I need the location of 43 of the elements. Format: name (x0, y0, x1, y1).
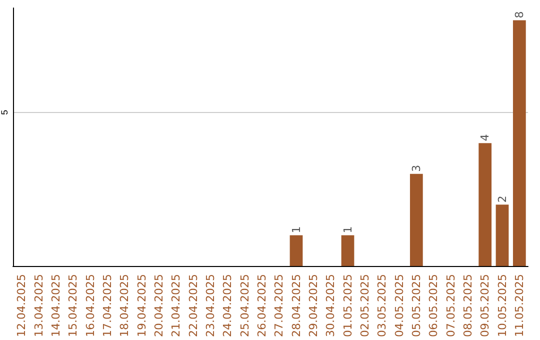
x-tick-label: 14.04.2025 (49, 274, 62, 338)
bar (478, 143, 492, 266)
x-tick-label: 13.04.2025 (32, 274, 46, 338)
x-tick-label: 05.05.2025 (410, 274, 423, 338)
x-tick-label: 19.04.2025 (135, 274, 148, 338)
data-label: 1 (290, 226, 303, 234)
data-label: 3 (410, 164, 423, 172)
x-tick-label: 29.04.2025 (306, 274, 320, 338)
x-tick-label: 02.05.2025 (358, 274, 372, 338)
bar (496, 204, 509, 266)
x-tick-label: 23.04.2025 (204, 274, 217, 338)
bar (512, 20, 526, 266)
x-tick-label: 21.04.2025 (170, 274, 183, 338)
x-tick-label: 06.05.2025 (427, 274, 440, 338)
bar (341, 235, 354, 266)
x-tick-label: 15.04.2025 (66, 274, 80, 338)
x-tick-label: 25.04.2025 (238, 274, 252, 338)
x-tick-label: 27.04.2025 (272, 274, 286, 338)
data-label: 2 (496, 196, 509, 203)
x-tick-label: 08.05.2025 (461, 274, 474, 338)
x-tick-label: 22.04.2025 (186, 274, 200, 338)
x-tick-label: 17.04.2025 (100, 274, 114, 338)
x-tick-label: 07.05.2025 (444, 274, 458, 338)
x-tick-label: 04.05.2025 (392, 274, 406, 338)
y-tick-label: 5 (0, 110, 10, 115)
x-tick-label: 30.04.2025 (324, 274, 338, 338)
bar (290, 235, 303, 266)
x-tick-label: 16.04.2025 (84, 274, 97, 338)
x-tick-label: 03.05.2025 (376, 274, 389, 338)
x-tick-label: 18.04.2025 (118, 274, 132, 338)
bar (410, 174, 423, 266)
x-tick-label: 10.05.2025 (496, 274, 509, 338)
x-tick-label: 28.04.2025 (290, 274, 303, 338)
data-label: 1 (341, 226, 354, 234)
x-tick-label: 24.04.2025 (221, 274, 234, 338)
x-tick-label: 20.04.2025 (152, 274, 166, 338)
x-tick-label: 01.05.2025 (341, 274, 354, 338)
x-tick-label: 11.05.2025 (512, 274, 526, 338)
data-label: 8 (512, 11, 526, 18)
x-tick-label: 12.04.2025 (15, 274, 28, 338)
x-tick-label: 26.04.2025 (255, 274, 268, 338)
data-label: 4 (478, 134, 492, 142)
x-tick-label: 09.05.2025 (478, 274, 492, 338)
